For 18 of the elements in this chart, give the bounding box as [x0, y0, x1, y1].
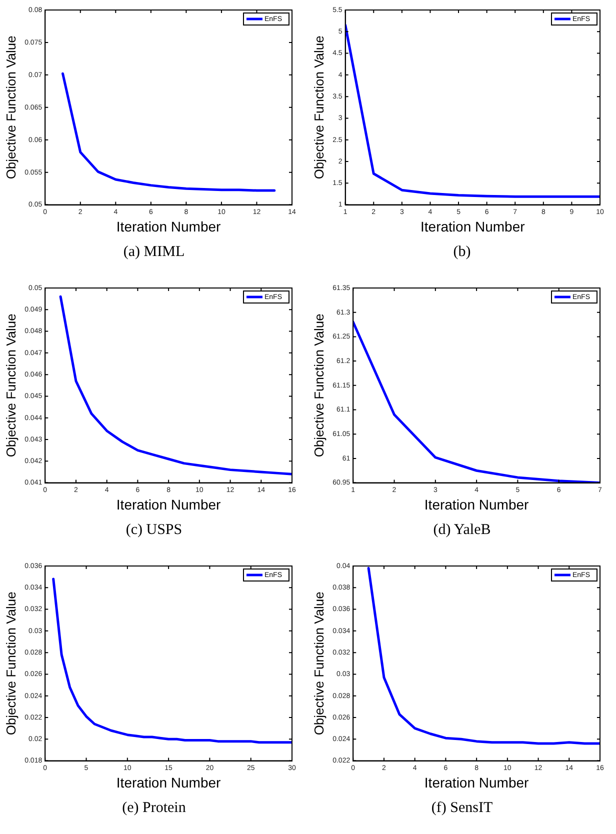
text: (d) YaleB [432, 522, 492, 539]
y-axis-title: Objective Function Value [311, 314, 326, 458]
x-axis-title: Iteration Number [424, 774, 530, 790]
y-axis-title: Objective Function Value [311, 592, 326, 736]
x-axis-title: Iteration Number [116, 496, 222, 512]
text: (c) USPS [124, 522, 184, 539]
x-axis-title: Iteration Number [424, 496, 530, 512]
text: (f) SensIT [430, 800, 494, 817]
y-axis-title: Objective Function Value [3, 314, 18, 458]
text: (b) [452, 244, 472, 261]
y-axis-title: Objective Function Value [311, 36, 326, 180]
y-axis-title: Objective Function Value [3, 36, 18, 180]
x-axis-title: Iteration Number [116, 218, 222, 234]
x-axis-title: Iteration Number [420, 218, 526, 234]
x-axis-title: Iteration Number [116, 774, 222, 790]
text: (a) MIML [122, 244, 186, 261]
text: (e) Protein [121, 800, 187, 817]
y-axis-title: Objective Function Value [3, 592, 18, 736]
